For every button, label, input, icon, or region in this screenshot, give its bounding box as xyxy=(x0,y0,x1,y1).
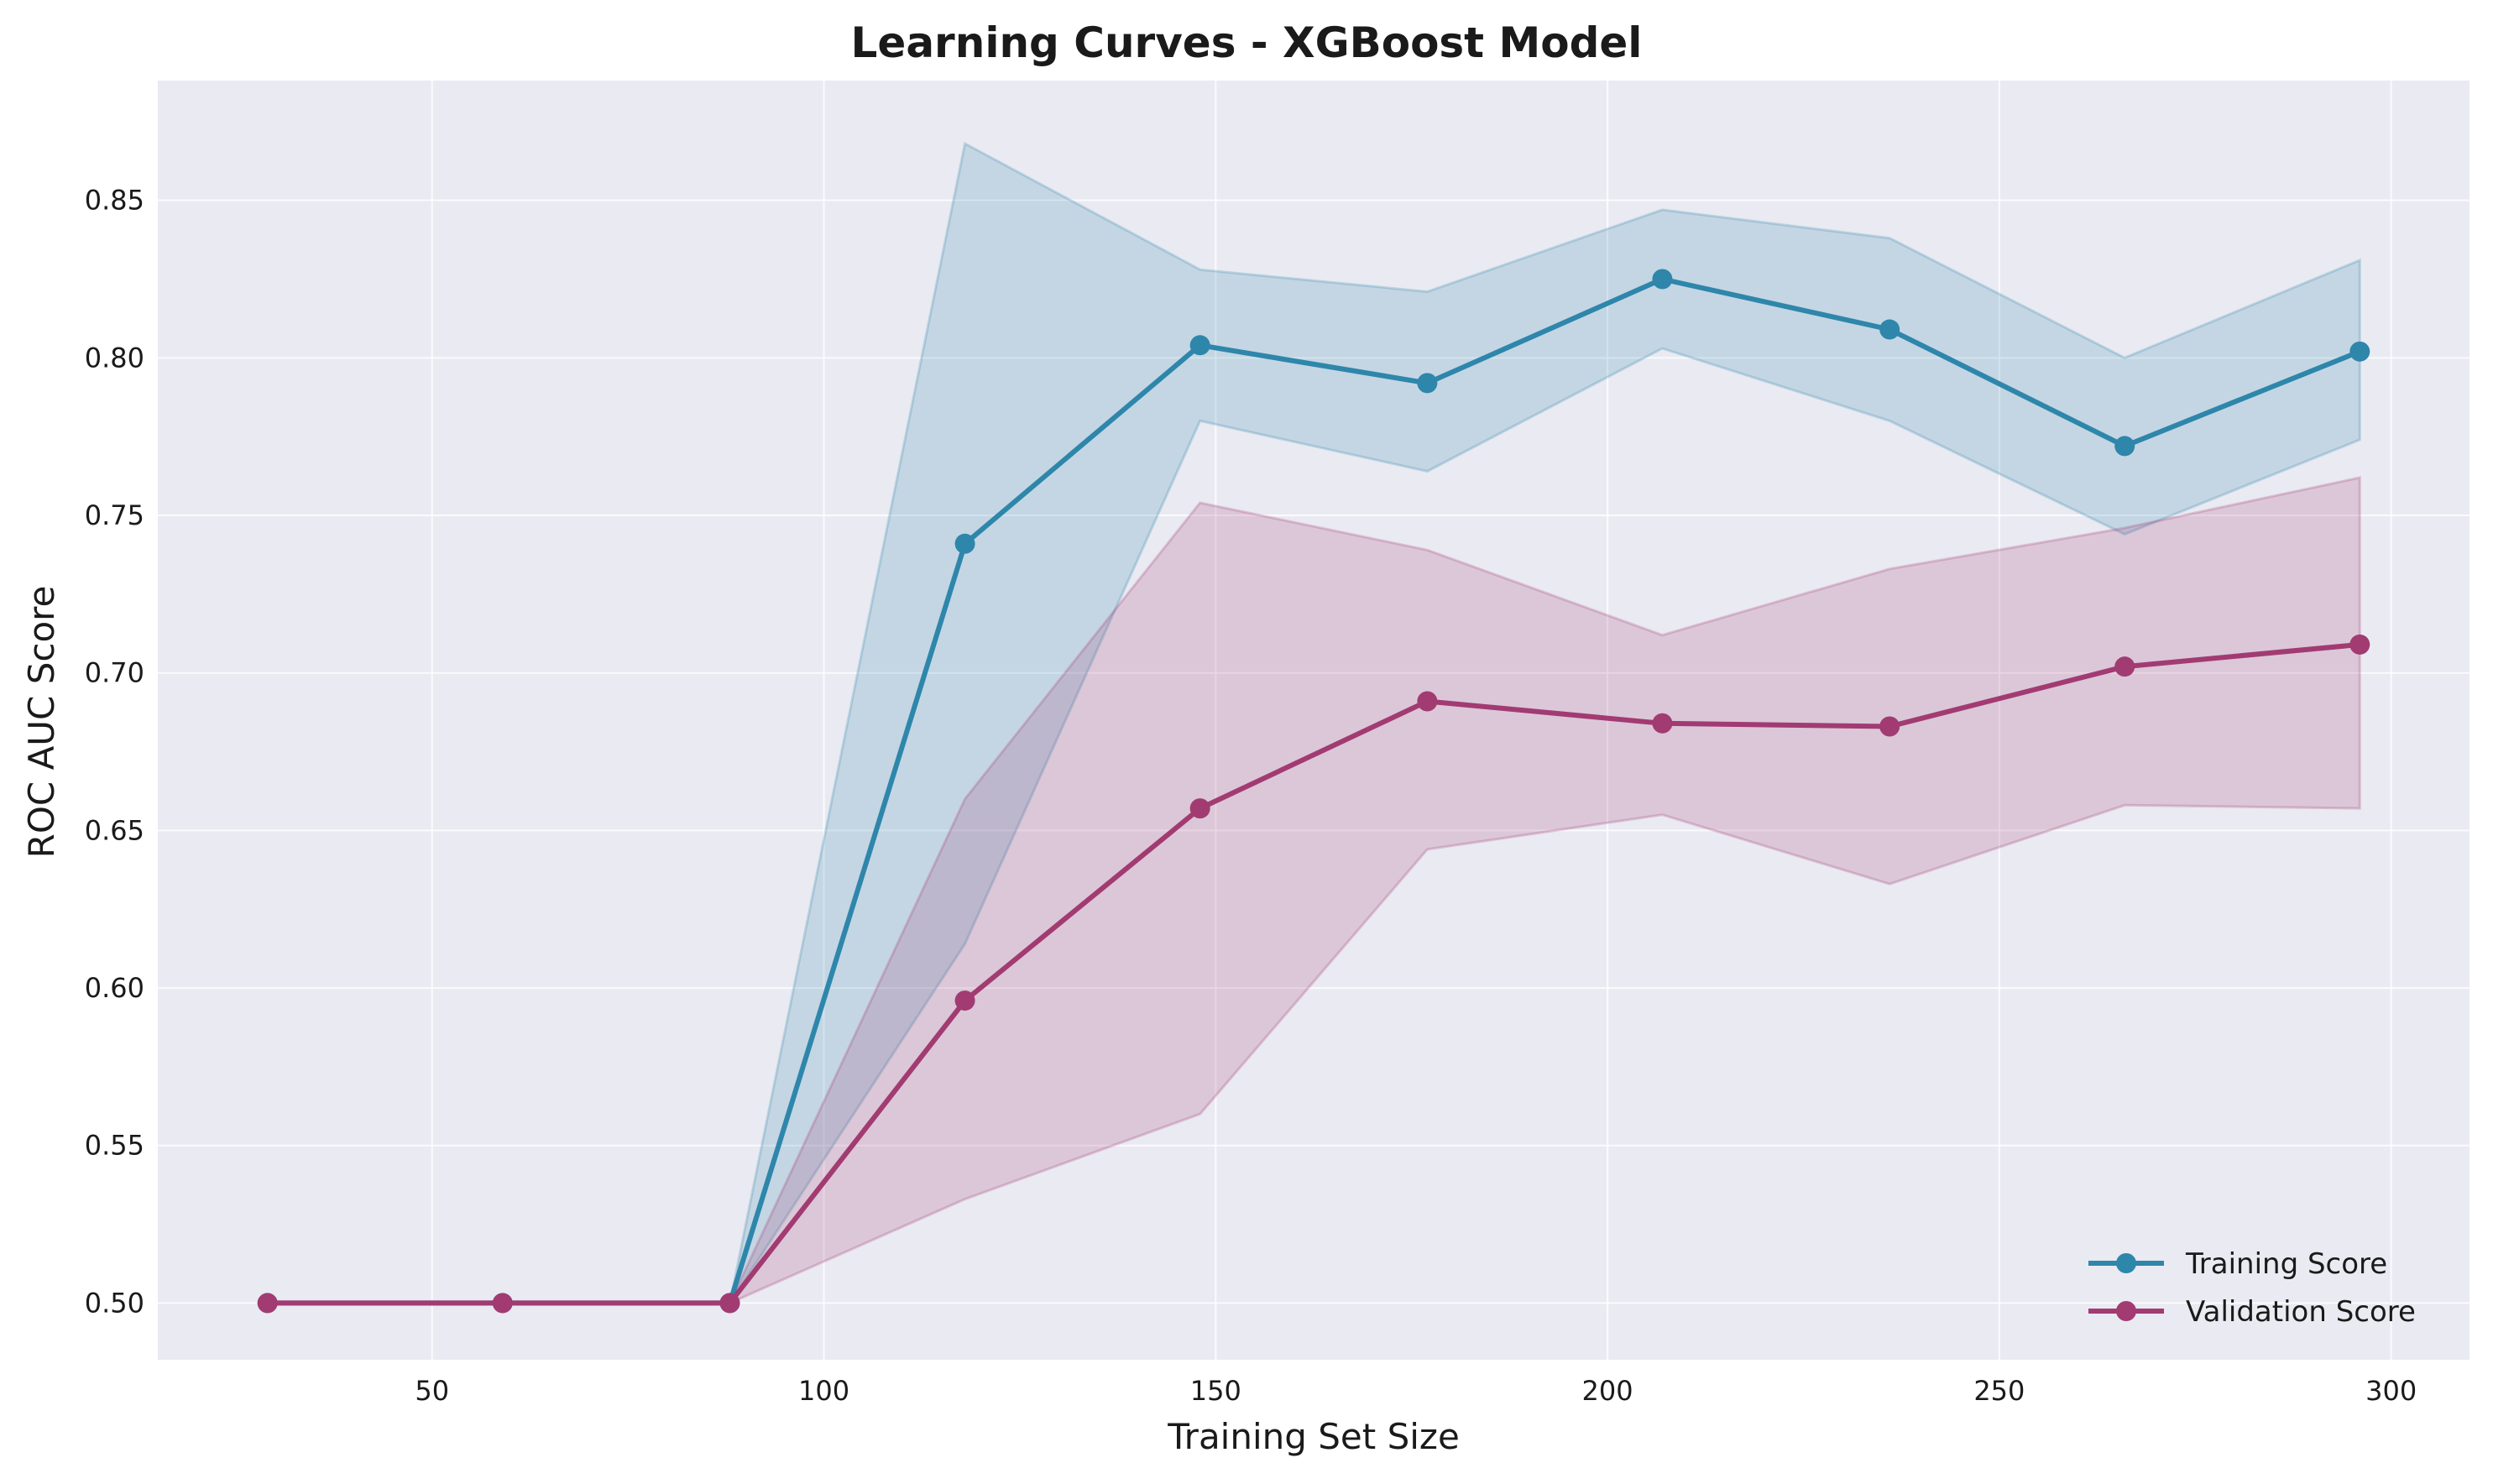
data-point-validation xyxy=(1879,716,1900,737)
data-points xyxy=(257,269,2370,1314)
x-tick-label: 150 xyxy=(1190,1375,1241,1407)
chart-title: Learning Curves - XGBoost Model xyxy=(851,18,1643,67)
y-axis-ticks: 0.50 0.55 0.60 0.65 0.70 0.75 0.80 0.85 xyxy=(85,185,144,1319)
y-tick-label: 0.50 xyxy=(85,1287,144,1319)
y-tick-label: 0.70 xyxy=(85,657,144,689)
data-point-validation xyxy=(492,1293,513,1314)
data-point-validation xyxy=(1189,798,1210,819)
legend-point-marker xyxy=(2116,1253,2136,1273)
y-tick-label: 0.80 xyxy=(85,342,144,374)
grid-lines xyxy=(158,81,2469,1360)
y-tick-label: 0.60 xyxy=(85,972,144,1004)
data-point-validation xyxy=(719,1293,740,1314)
data-point-training xyxy=(2349,341,2370,362)
data-point-training xyxy=(954,533,975,554)
data-point-validation xyxy=(257,1293,278,1314)
x-tick-label: 300 xyxy=(2365,1375,2417,1407)
y-tick-label: 0.75 xyxy=(85,499,144,531)
data-point-validation xyxy=(954,990,975,1011)
x-axis-label: Training Set Size xyxy=(1167,1416,1460,1457)
series-line-validation xyxy=(267,641,2360,1306)
legend: Training Score Validation Score xyxy=(2088,1247,2416,1329)
data-point-validation xyxy=(1652,713,1673,734)
x-tick-label: 200 xyxy=(1582,1375,1633,1407)
data-point-training xyxy=(1417,373,1438,394)
y-tick-label: 0.85 xyxy=(85,185,144,217)
x-tick-label: 50 xyxy=(415,1375,449,1407)
x-tick-label: 250 xyxy=(1973,1375,2025,1407)
legend-point-marker xyxy=(2116,1301,2136,1321)
y-axis-label: ROC AUC Score xyxy=(21,586,62,859)
data-point-training xyxy=(1189,335,1210,356)
x-tick-label: 100 xyxy=(798,1375,849,1407)
y-tick-label: 0.65 xyxy=(85,814,144,846)
x-axis-ticks: 50 100 150 200 250 300 xyxy=(415,1375,2417,1407)
data-point-training xyxy=(2114,436,2135,457)
data-point-training xyxy=(1879,319,1900,340)
data-point-validation xyxy=(2114,656,2135,677)
data-point-validation xyxy=(2349,634,2370,655)
legend-label: Validation Score xyxy=(2186,1295,2416,1329)
y-tick-label: 0.55 xyxy=(85,1130,144,1162)
data-point-training xyxy=(1652,269,1673,290)
series-lines xyxy=(267,276,2361,1306)
plot-area xyxy=(158,81,2469,1360)
data-point-validation xyxy=(1417,691,1438,712)
legend-label: Training Score xyxy=(2185,1247,2387,1281)
